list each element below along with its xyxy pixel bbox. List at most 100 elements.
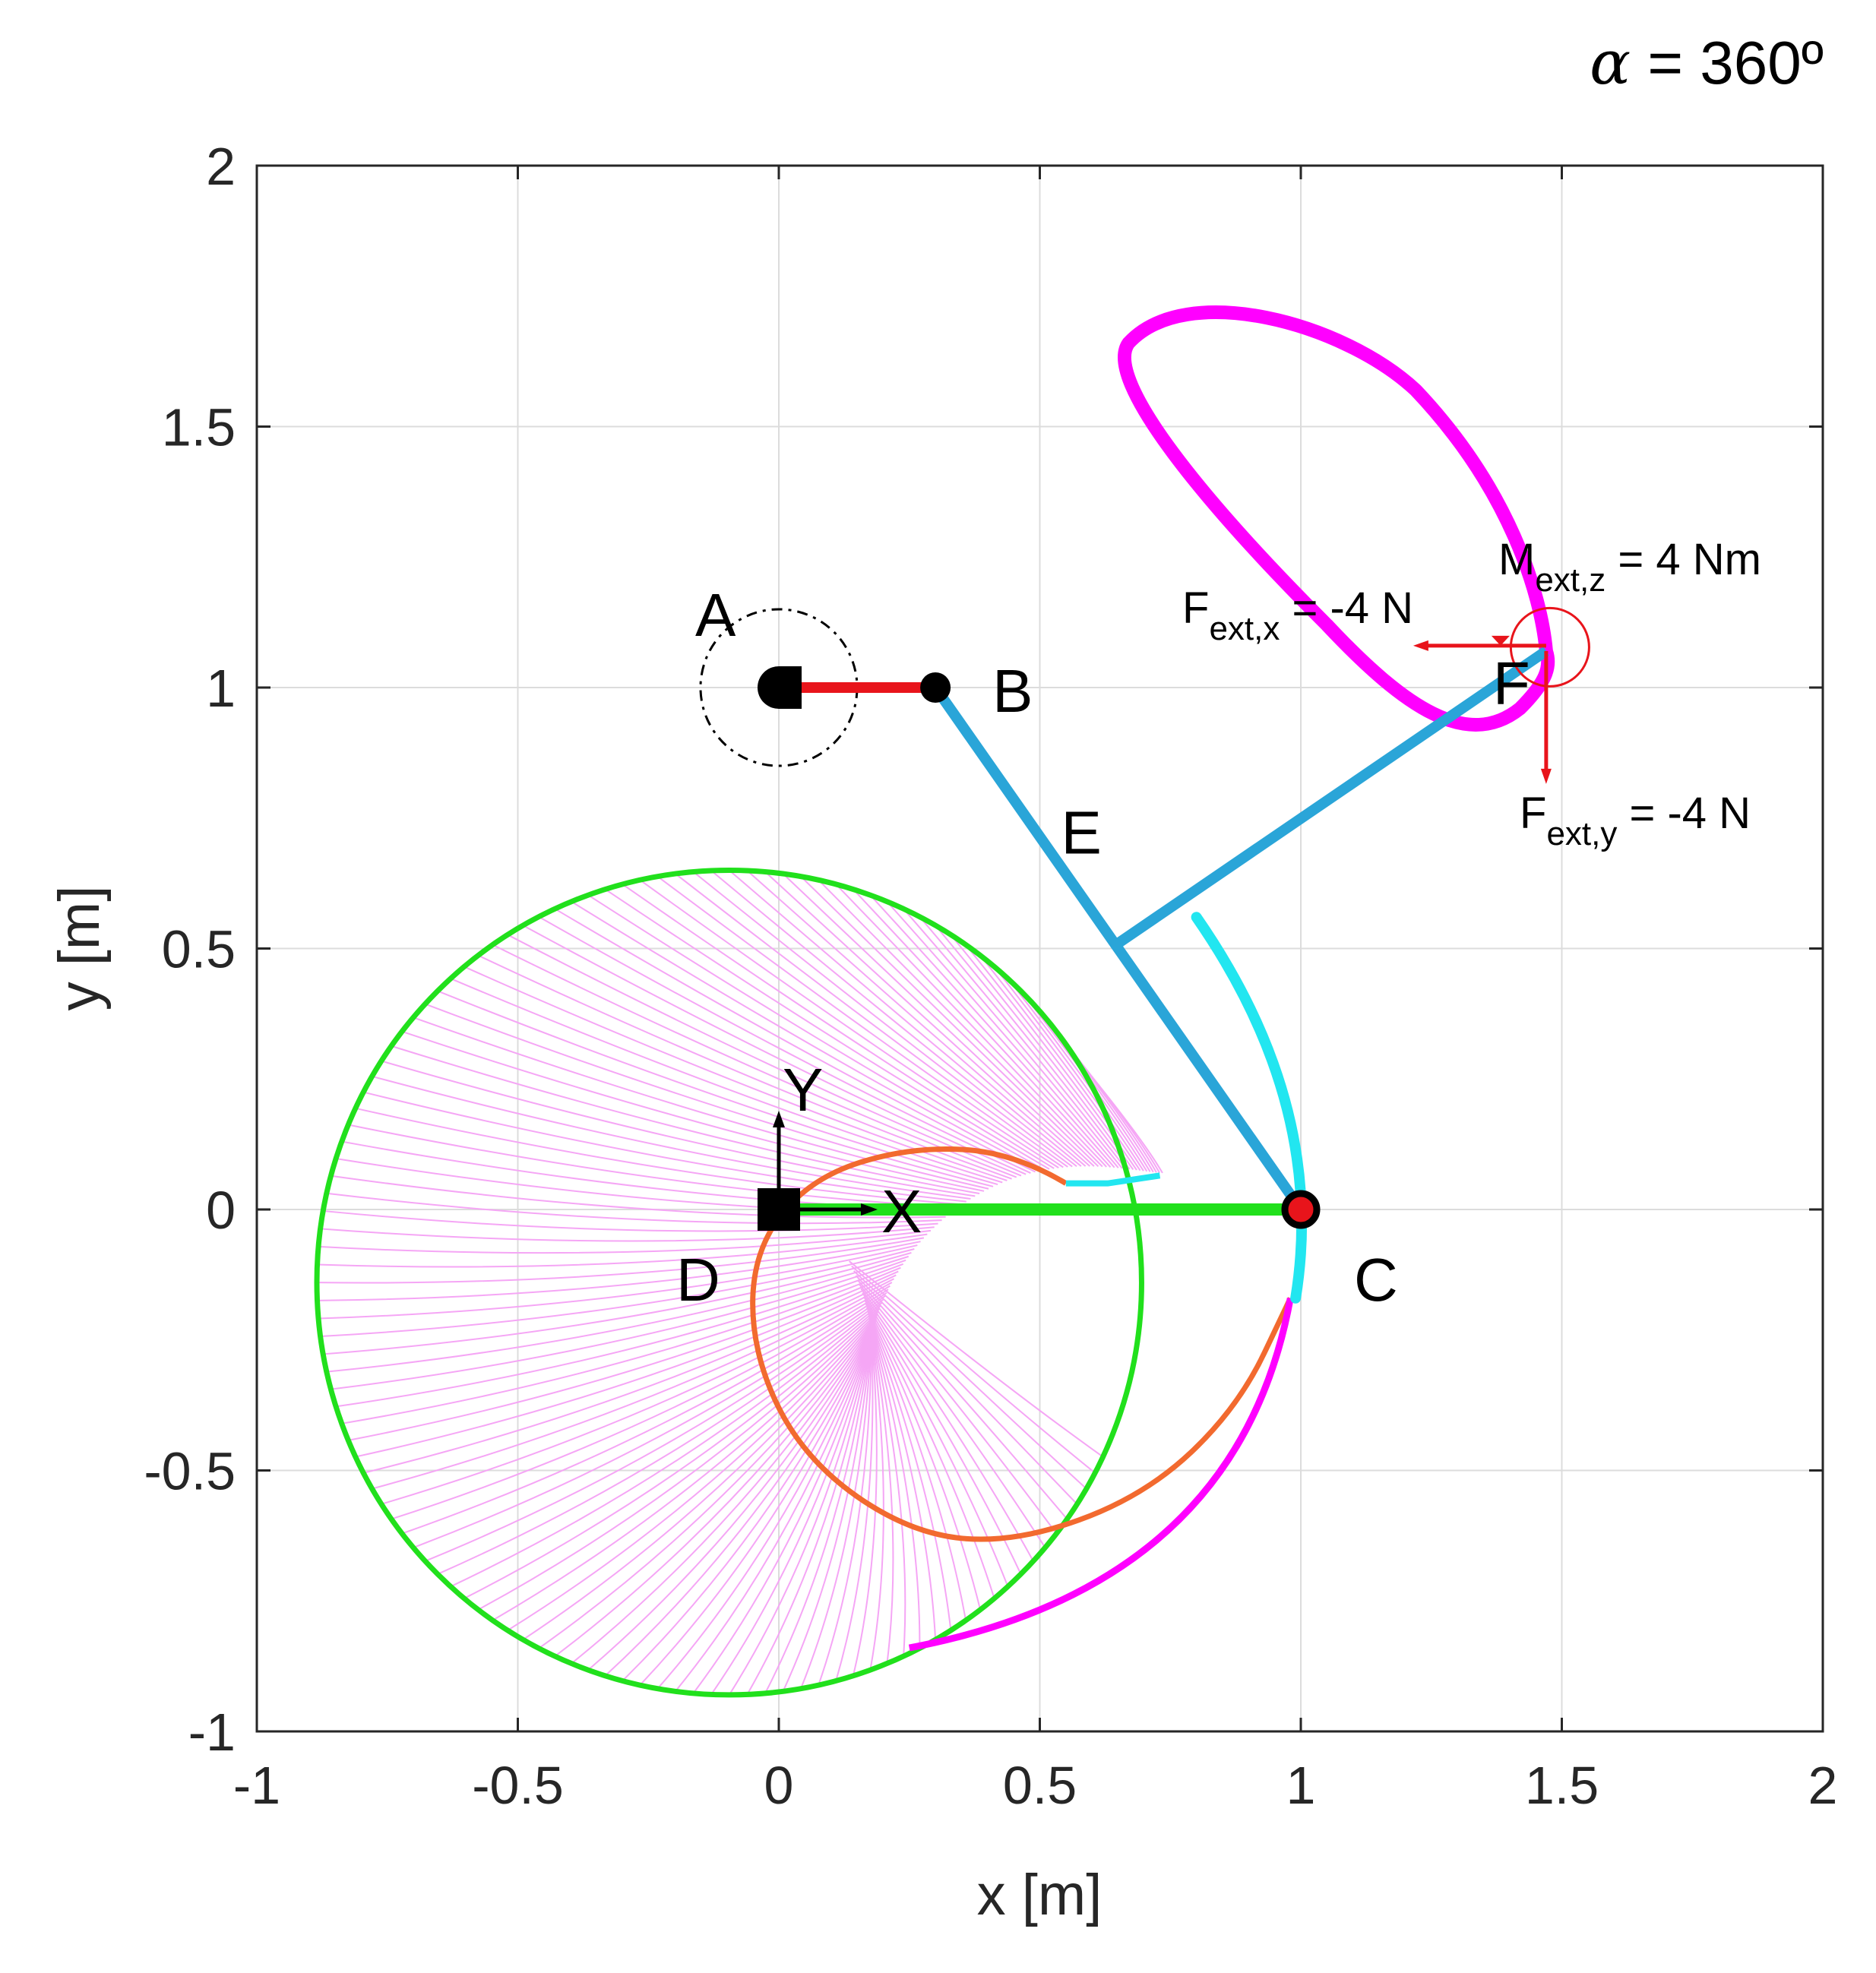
hatch-line — [865, 1303, 995, 1599]
moment-mz-arrowhead — [1491, 635, 1510, 646]
hatch-line — [355, 1107, 963, 1206]
point-label-d: D — [676, 1246, 720, 1314]
hatch-line — [903, 908, 1123, 1169]
x-tick-label: -1 — [233, 1756, 280, 1815]
force-fx-arrowhead — [1413, 640, 1428, 651]
x-tick-label: 1.5 — [1525, 1756, 1599, 1815]
frame-x-arrowhead — [861, 1203, 878, 1216]
hatch-line — [316, 1237, 925, 1284]
fy-label: Fext,y = -4 N — [1520, 789, 1751, 852]
point-label-f: F — [1493, 650, 1530, 717]
hatch-line — [675, 873, 1068, 1168]
y-tick-label: -0.5 — [144, 1442, 236, 1501]
point-labels: A B C D E F — [676, 581, 1530, 1314]
hatch-line — [381, 1060, 976, 1197]
hatch-line — [656, 875, 1064, 1168]
hatch-line — [348, 1270, 899, 1441]
hatch-line — [381, 1285, 891, 1505]
hatch-line — [331, 1259, 906, 1390]
hatch-line — [868, 1318, 921, 1649]
hatch-line — [764, 1332, 873, 1694]
cyan-small-curve — [1065, 1172, 1161, 1187]
hatch-line — [639, 879, 1059, 1168]
hatch-line — [587, 1326, 875, 1671]
hatch-line — [492, 1313, 879, 1621]
cyan-arc-curve — [1191, 912, 1308, 1304]
hatch-line — [710, 1332, 874, 1695]
hatch-line — [318, 1229, 932, 1254]
hatch-line — [656, 1330, 874, 1690]
point-label-e: E — [1061, 799, 1102, 867]
hatch-line — [868, 1316, 937, 1640]
frame-y-arrowhead — [773, 1111, 785, 1127]
hatch-line — [323, 1251, 912, 1355]
hatch-line — [950, 934, 1134, 1171]
hatch-line — [782, 1331, 873, 1692]
hatch-line — [554, 1322, 876, 1657]
hatch-line — [363, 1091, 966, 1203]
hatch-line — [522, 925, 1027, 1175]
hatch-line — [463, 966, 1008, 1181]
hatch-line — [331, 1175, 946, 1219]
alpha-value: = 360º — [1631, 29, 1824, 96]
hatch-line — [587, 894, 1046, 1171]
joint-c-marker — [1281, 1190, 1321, 1229]
hatch-line — [450, 1304, 882, 1588]
hatch-line — [782, 873, 1095, 1167]
hatch-line — [729, 869, 1082, 1167]
hatch-line — [571, 1323, 875, 1665]
hatch-line — [886, 901, 1119, 1168]
hatch-line — [317, 1241, 921, 1301]
x-tick-label: -0.5 — [472, 1756, 564, 1815]
hatch-line — [862, 1296, 1022, 1575]
hatch-line — [477, 1310, 880, 1611]
hatch-line — [835, 884, 1107, 1168]
hatch-line — [979, 954, 1141, 1171]
hatch-line — [692, 871, 1073, 1168]
hatch-line — [355, 1274, 897, 1458]
hatch-line — [554, 908, 1036, 1173]
hatch-line — [318, 1244, 918, 1320]
hatch-line — [869, 1320, 906, 1657]
hatch-line — [818, 879, 1103, 1168]
y-tick-label: 1 — [206, 659, 236, 718]
hatch-line — [571, 900, 1041, 1172]
hatch-line — [853, 888, 1112, 1168]
hatch-line — [855, 1275, 1078, 1505]
hatch-line — [538, 1320, 877, 1649]
axis-ticks: -1 -0.5 0 0.5 1 1.5 2 -1 -0.5 0 0.5 1 1.5 2 — [144, 137, 1837, 1815]
hatch-line — [857, 1279, 1068, 1520]
plot-frame — [255, 164, 1824, 1733]
hatch-line — [746, 870, 1087, 1167]
hatch-line — [800, 1330, 873, 1690]
hatch-line — [450, 978, 1003, 1184]
hatch-line — [622, 884, 1055, 1169]
fx-label: Fext,x = -4 N — [1182, 583, 1413, 647]
hatch-line — [835, 1328, 874, 1681]
hatch-line — [818, 1330, 872, 1686]
hatch-line — [851, 1265, 1096, 1474]
hatch-line — [363, 1278, 894, 1474]
external-loads — [1413, 606, 1590, 784]
hatch-line — [413, 1017, 989, 1190]
alpha-symbol: α — [1590, 27, 1631, 98]
hatch-line — [341, 1266, 901, 1424]
base-frame: X Y — [773, 1056, 922, 1245]
hatch-line — [849, 1260, 1104, 1458]
hatch-line — [425, 1298, 884, 1562]
hatch-line — [639, 1330, 875, 1686]
hatch-line — [326, 1255, 910, 1373]
y-tick-label: -1 — [188, 1703, 236, 1762]
hatch-line — [764, 871, 1090, 1167]
hatch-line — [320, 1226, 935, 1242]
y-tick-label: 0 — [206, 1181, 236, 1240]
hatch-line — [538, 915, 1031, 1174]
coupler-path-lower — [908, 1297, 1294, 1652]
hatch-line — [372, 1075, 971, 1200]
hatch-line — [622, 1328, 875, 1682]
hatch-line — [437, 1301, 883, 1575]
point-label-a: A — [695, 581, 736, 649]
hatch-line — [862, 1292, 1034, 1562]
hatch-line — [507, 1315, 878, 1631]
